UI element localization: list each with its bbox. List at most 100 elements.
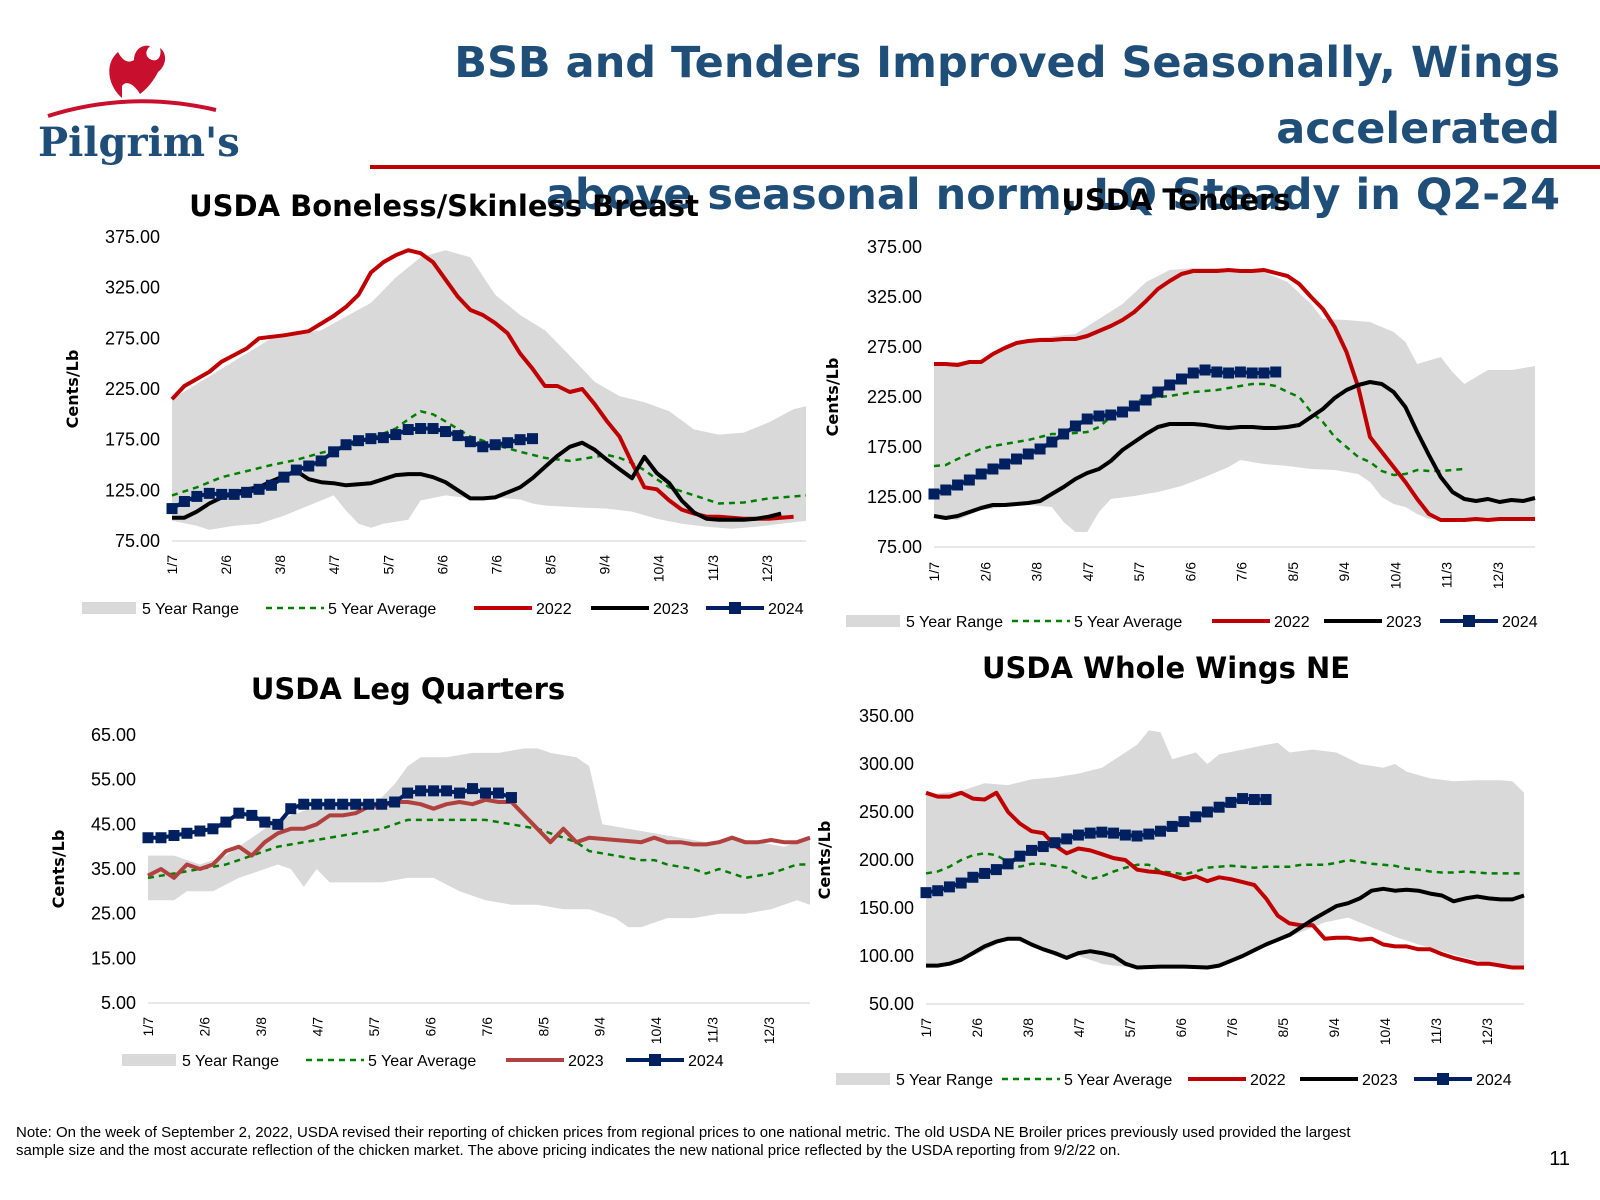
point-2024	[278, 471, 290, 483]
point-2024	[479, 787, 491, 799]
y-tick-label: 275.00	[105, 328, 160, 348]
legend-label-2024: 2024	[768, 601, 804, 618]
x-tick-label: 2/6	[969, 1018, 985, 1038]
point-2024	[1248, 794, 1260, 806]
point-2024	[1119, 829, 1131, 841]
chart-panel-bsb: USDA Boneless/Skinless Breast Cents/Lb 375…	[36, 180, 836, 640]
point-2024	[1164, 379, 1176, 391]
point-2024	[1026, 844, 1038, 856]
point-2024	[428, 785, 440, 797]
x-tick-label: 1/7	[918, 1018, 934, 1038]
point-2024	[1152, 386, 1164, 398]
point-2024	[1046, 436, 1058, 448]
point-2024	[328, 446, 340, 458]
y-tick-label: 225.00	[867, 387, 922, 407]
point-2024	[390, 429, 402, 441]
x-tick-label: 3/8	[1029, 562, 1045, 582]
point-2024	[207, 823, 219, 835]
y-tick-label: 125.00	[867, 487, 922, 507]
y-tick-label: 25.00	[91, 904, 136, 924]
series-line-2022	[925, 790, 1524, 970]
x-tick-label: 11/3	[705, 555, 721, 581]
x-tick-label: 4/7	[309, 1017, 325, 1037]
x-tick-label: 8/5	[1275, 1018, 1291, 1038]
y-axis-label: Cents/Lb	[823, 358, 842, 437]
series-line-2023	[926, 886, 1525, 970]
range-band-5-year	[148, 748, 810, 928]
chart-panel-lq: USDA Leg Quarters Cents/Lb 65.00 55.00 45.00…	[30, 675, 830, 1100]
point-2024	[940, 484, 952, 496]
point-2024	[1258, 367, 1270, 379]
y-tick-label: 175.00	[867, 437, 922, 457]
point-2024	[1105, 409, 1117, 421]
point-2024	[191, 490, 203, 502]
y-tick-label: 275.00	[867, 337, 922, 357]
x-tick-label: 7/6	[488, 555, 504, 575]
x-tick-label: 10/4	[648, 1017, 664, 1044]
x-tick-label: 4/7	[1080, 562, 1096, 582]
legend-label-2024: 2024	[1502, 614, 1538, 631]
point-2024	[1084, 827, 1096, 839]
point-2024	[324, 798, 336, 810]
point-2024	[228, 488, 240, 500]
legend-label-5-year-average: 5 Year Average	[368, 1053, 476, 1070]
y-tick-label: 200.00	[859, 850, 914, 870]
legend-swatch-range	[836, 1073, 890, 1085]
chart-title: USDA Tenders	[1061, 183, 1290, 217]
point-2024	[1270, 366, 1282, 378]
point-2024	[415, 785, 427, 797]
page-title-line-1: BSB and Tenders Improved Seasonally, Win…	[454, 38, 1560, 154]
point-2024	[1002, 858, 1014, 870]
chart-title: USDA Leg Quarters	[251, 675, 565, 706]
point-2024	[477, 441, 489, 453]
point-2024	[1022, 448, 1034, 460]
point-2024	[920, 887, 932, 899]
y-tick-label: 175.00	[105, 430, 160, 450]
chart-title: USDA Whole Wings NE	[982, 651, 1350, 685]
page-title-line-2: above seasonal norm, LQ Steady in Q2-24	[545, 170, 1560, 220]
y-tick-label: 125.00	[105, 480, 160, 500]
legend-marker-2024	[729, 602, 741, 614]
x-tick-label: 11/3	[1439, 562, 1455, 588]
point-2024	[340, 439, 352, 451]
point-2024	[1037, 841, 1049, 853]
point-2024	[272, 818, 284, 830]
x-tick-label: 10/4	[1377, 1018, 1393, 1045]
page-number: 11	[1549, 1148, 1570, 1170]
point-2024	[1093, 410, 1105, 422]
point-2024	[142, 832, 154, 844]
series-line-2022	[170, 248, 794, 521]
point-2024	[311, 798, 323, 810]
point-2024	[952, 479, 964, 491]
legend-label-5-year-range: 5 Year Range	[906, 614, 1003, 631]
point-2024	[1034, 443, 1046, 455]
point-2024	[178, 495, 190, 507]
legend-label-5-year-average: 5 Year Average	[1064, 1072, 1172, 1089]
point-2024	[1128, 400, 1140, 412]
y-tick-label: 325.00	[105, 278, 160, 298]
point-2024	[1246, 367, 1258, 379]
point-2024	[928, 488, 940, 500]
x-tick-label: 2/6	[218, 555, 234, 575]
point-2024	[1081, 413, 1093, 425]
logo-swoosh	[47, 99, 217, 118]
point-2024	[489, 439, 501, 451]
point-2024	[1155, 825, 1167, 837]
point-2024	[1223, 367, 1235, 379]
point-2024	[259, 816, 271, 828]
point-2024	[203, 487, 215, 499]
series-line-2023	[147, 797, 811, 880]
y-tick-label: 5.00	[101, 993, 136, 1013]
point-2024	[298, 798, 310, 810]
x-tick-label: 7/6	[1224, 1018, 1240, 1038]
point-2024	[415, 423, 427, 435]
point-2024	[265, 479, 277, 491]
y-axis-label: Cents/Lb	[49, 830, 68, 909]
chart-title: USDA Boneless/Skinless Breast	[189, 189, 699, 223]
point-2024	[454, 787, 466, 799]
x-tick-label: 3/8	[272, 555, 288, 575]
y-tick-label: 45.00	[91, 814, 136, 834]
point-2024	[1143, 828, 1155, 840]
x-tick-label: 8/5	[1285, 562, 1301, 582]
point-2024	[1058, 428, 1070, 440]
